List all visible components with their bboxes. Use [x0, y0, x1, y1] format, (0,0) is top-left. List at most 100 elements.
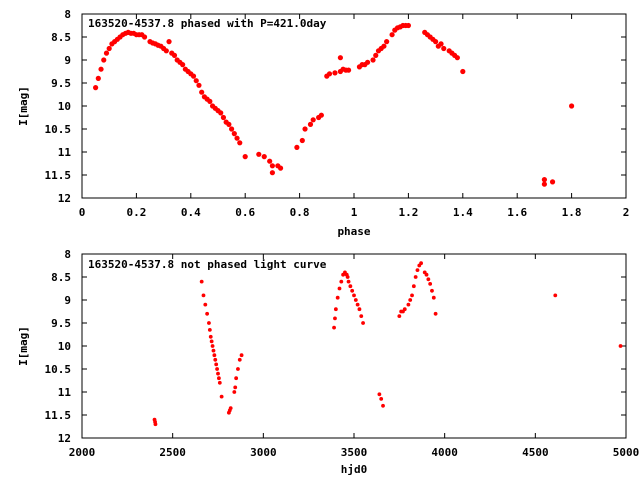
data-point — [339, 279, 344, 284]
data-point — [426, 277, 431, 282]
data-point — [337, 55, 343, 61]
data-point — [269, 163, 275, 169]
x-tick-label: 1.4 — [453, 206, 473, 219]
data-point — [415, 268, 420, 272]
data-point — [199, 89, 205, 95]
data-point — [209, 339, 214, 344]
data-point — [217, 376, 221, 381]
data-point — [405, 22, 411, 29]
data-point — [171, 52, 178, 59]
data-point — [207, 321, 211, 325]
data-point — [239, 353, 244, 358]
data-point — [549, 179, 556, 185]
x-tick-label: 3000 — [250, 446, 277, 459]
x-tick-label: 0.8 — [290, 206, 310, 219]
raw-light-curve-panel: 2000 2500 3000 3500 4000 4500 5000 8 8.5 9 9.5 10 10… — [17, 248, 639, 476]
data-point — [441, 45, 447, 52]
data-point — [402, 307, 407, 312]
data-point — [93, 85, 99, 91]
y-tick-label: 8 — [64, 8, 71, 21]
data-point — [233, 385, 238, 390]
data-point — [218, 110, 224, 116]
y-tick-label: 8.5 — [51, 31, 71, 44]
x-tick-label: 3500 — [341, 446, 368, 459]
data-point — [229, 126, 235, 132]
data-point — [269, 170, 275, 176]
data-point — [226, 121, 232, 127]
y-tick-label: 12 — [58, 192, 71, 205]
data-point — [332, 325, 336, 330]
data-point — [361, 321, 365, 325]
data-point — [208, 334, 213, 339]
data-point — [205, 311, 210, 316]
data-point — [261, 154, 267, 160]
data-point — [213, 357, 218, 362]
data-point — [267, 158, 273, 164]
data-point — [333, 316, 337, 321]
x-tick-label: 4000 — [431, 446, 458, 459]
plot-frame — [81, 13, 627, 199]
data-point — [424, 272, 429, 277]
data-point — [350, 288, 355, 293]
data-point — [294, 144, 300, 150]
data-point — [217, 380, 222, 385]
x-tick-label: 1.6 — [507, 206, 527, 219]
data-point — [406, 302, 411, 307]
x-tick-label: 0.6 — [235, 206, 255, 219]
y-tick-label: 11 — [58, 146, 72, 159]
x-axis-label: hjd0 — [341, 463, 368, 476]
x-tick-label: 0 — [79, 206, 86, 219]
x-axis-label: phase — [337, 225, 370, 238]
data-point — [215, 367, 219, 371]
data-point — [214, 362, 219, 367]
data-point — [231, 131, 237, 137]
data-point — [98, 66, 104, 72]
data-point — [419, 261, 423, 266]
data-point — [106, 45, 112, 52]
data-point — [460, 68, 466, 75]
data-point — [433, 311, 438, 316]
data-point — [348, 284, 353, 289]
data-point — [234, 135, 240, 141]
data-point — [370, 57, 376, 63]
data-point — [353, 298, 358, 302]
x-tick-label: 1.8 — [562, 206, 582, 219]
data-point — [428, 282, 433, 286]
data-point — [618, 344, 623, 348]
data-point — [337, 286, 342, 291]
data-point — [141, 34, 148, 40]
y-axis-label: I[mag] — [17, 326, 30, 366]
data-point — [236, 367, 240, 371]
x-tick-label: 5000 — [613, 446, 640, 459]
data-point — [569, 103, 575, 109]
data-point — [228, 406, 233, 410]
data-point — [95, 75, 101, 81]
data-point — [454, 55, 460, 61]
data-point — [101, 57, 107, 63]
data-point — [431, 295, 436, 300]
data-point — [333, 307, 338, 312]
data-point — [210, 344, 215, 348]
data-point — [373, 52, 379, 59]
data-point — [237, 357, 242, 362]
y-tick-label: 8 — [64, 248, 71, 261]
data-point — [413, 275, 418, 279]
x-tick-label: 1 — [351, 206, 358, 219]
data-point — [332, 70, 338, 76]
y-tick-label: 11.5 — [45, 169, 72, 182]
data-point — [201, 293, 206, 298]
data-point — [346, 279, 351, 284]
data-point — [212, 353, 217, 358]
x-tick-label: 4500 — [522, 446, 549, 459]
data-point — [438, 41, 444, 47]
y-tick-label: 11 — [58, 386, 72, 399]
data-point — [190, 73, 197, 79]
x-tick-label: 2500 — [159, 446, 186, 459]
data-point — [242, 154, 248, 160]
data-point — [433, 39, 439, 45]
data-point — [163, 48, 169, 54]
data-point — [541, 177, 548, 183]
data-point — [389, 32, 395, 38]
data-point — [207, 328, 212, 332]
